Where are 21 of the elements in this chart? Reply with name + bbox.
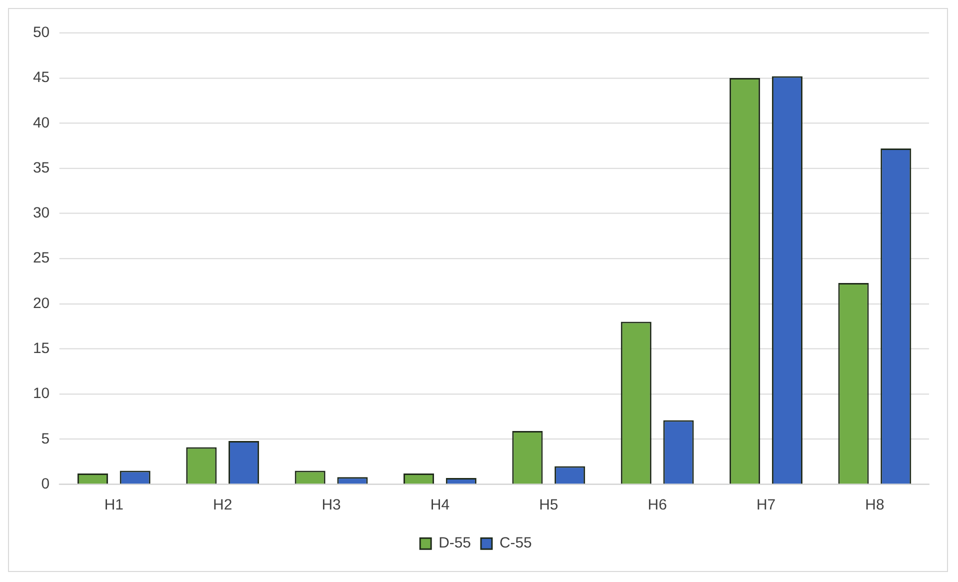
y-tick-label: 10 (32, 385, 50, 402)
y-tick-label: 40 (32, 114, 50, 132)
x-tick-label: H1 (104, 496, 124, 514)
y-tick-label: 20 (32, 294, 50, 312)
y-tick-label: 35 (32, 159, 50, 176)
y-tick-label: 5 (41, 430, 50, 448)
x-tick-label: H3 (322, 496, 341, 514)
x-tick-label: H8 (865, 496, 884, 514)
y-tick-label: 45 (32, 69, 50, 86)
y-tick-label: 30 (32, 204, 50, 222)
x-tick-label: H2 (213, 496, 232, 514)
y-tick-label: 15 (32, 340, 50, 358)
legend-label: C-55 (499, 534, 532, 552)
x-tick-label: H7 (756, 496, 776, 514)
x-tick-label: H4 (430, 496, 450, 514)
legend-label: D-55 (438, 534, 471, 552)
x-tick-label: H5 (539, 496, 558, 514)
x-tick-label: H6 (648, 496, 667, 514)
y-tick-label: 25 (32, 250, 50, 267)
y-tick-label: 50 (32, 24, 50, 42)
y-tick-label: 0 (41, 475, 50, 492)
